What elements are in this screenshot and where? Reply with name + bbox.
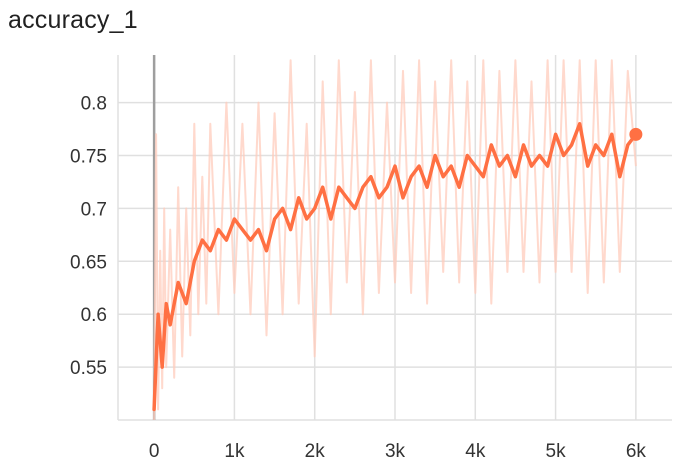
smoothed-series-line <box>152 122 638 412</box>
x-tick-label-6k: 6k <box>626 441 647 462</box>
y-tick-label-0.8: 0.8 <box>81 94 107 115</box>
x-tick-label-0: 0 <box>149 441 160 462</box>
y-tick-label-0.6: 0.6 <box>81 305 107 326</box>
tick-label-layer: 0 1k 2k 3k 4k 5k 6k 0.55 0.6 0.65 0.7 0.75 0.8 <box>70 94 646 462</box>
y-tick-label-0.75: 0.75 <box>70 147 107 168</box>
y-tick-label-0.7: 0.7 <box>81 199 107 220</box>
y-tick-label-0.65: 0.65 <box>70 252 107 273</box>
y-tick-label-0.55: 0.55 <box>70 358 107 379</box>
last-point-marker <box>629 127 643 141</box>
x-tick-label-2k: 2k <box>305 441 326 462</box>
x-tick-label-4k: 4k <box>465 441 486 462</box>
smoothed-series-layer <box>152 122 643 412</box>
x-tick-label-1k: 1k <box>224 441 245 462</box>
grid-layer <box>117 55 672 421</box>
x-tick-label-5k: 5k <box>546 441 567 462</box>
x-tick-label-3k: 3k <box>385 441 406 462</box>
chart-title: accuracy_1 <box>8 6 138 34</box>
